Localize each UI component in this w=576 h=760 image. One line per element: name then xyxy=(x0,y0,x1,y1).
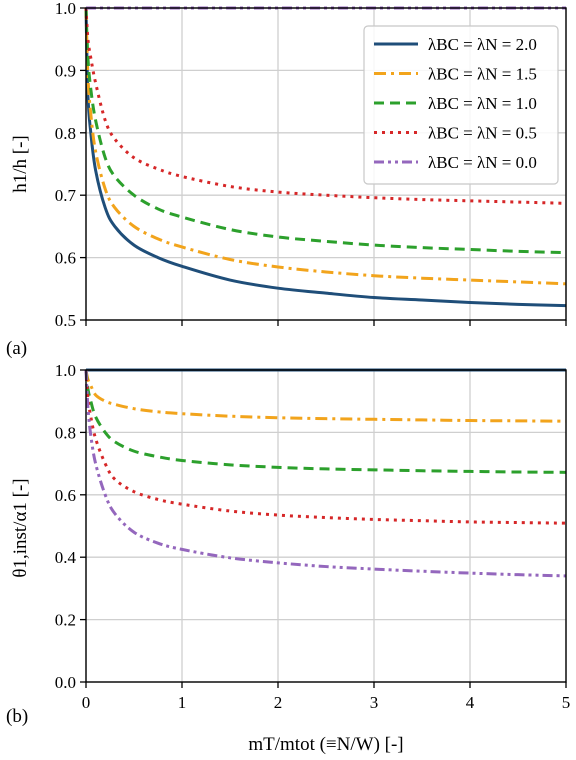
panel-b-series-lambda-1-5 xyxy=(84,369,567,423)
panel-a-ticks: 0.5 0.6 0.7 0.8 0.9 1.0 xyxy=(55,0,567,330)
legend-label-lambda-2-0: λBC = λN = 2.0 xyxy=(428,35,537,54)
legend-frame xyxy=(363,25,559,185)
panel-a-series-lambda-2-0 xyxy=(84,7,567,308)
panel-b-y-tick-label: 0.0 xyxy=(55,673,76,692)
panel-b-y-tick-label: 0.2 xyxy=(55,611,76,630)
panel-b-x-tick-label: 5 xyxy=(562,693,571,712)
panel-b-series-lambda-0-5 xyxy=(84,369,567,525)
panel-a-y-tick-label: 0.7 xyxy=(55,186,77,205)
panel-b-plot: 0 1 2 3 4 50.00.20.40.60.81.0 θ1,inst/α1 [-] … xyxy=(6,361,570,755)
panel-a-series-lambda-1-5 xyxy=(84,7,567,286)
panel-b-x-tick-label: 4 xyxy=(466,693,475,712)
panel-a-y-axis-label: h1/h [-] xyxy=(10,135,31,193)
legend: λBC = λN = 2.0 λBC = λN = 1.5 λBC = λN = 1… xyxy=(363,25,559,185)
panel-a-tag: (a) xyxy=(6,338,27,359)
panel-b-y-axis-label: θ1,inst/α1 [-] xyxy=(10,478,31,577)
panel-b-x-tick-label: 1 xyxy=(178,693,187,712)
panel-b-y-tick-label: 0.6 xyxy=(55,486,76,505)
panel-b-grid xyxy=(85,369,567,683)
panel-b-y-tick-label: 0.4 xyxy=(55,548,77,567)
legend-label-lambda-0-0: λBC = λN = 0.0 xyxy=(428,153,537,172)
panel-a-y-tick-label: 0.9 xyxy=(55,61,76,80)
panel-b-series-lambda-1-0 xyxy=(84,369,567,474)
panel-b-series xyxy=(84,368,567,578)
panel-a-y-tick-label: 0.6 xyxy=(55,249,76,268)
panel-a-y-tick-label: 1.0 xyxy=(55,0,76,18)
panel-a-y-tick-label: 0.8 xyxy=(55,124,76,143)
panel-b-y-tick-label: 0.8 xyxy=(55,423,76,442)
panel-b-y-tick-label: 1.0 xyxy=(55,361,76,380)
panel-b-x-axis-label: mT/mtot (≡N/W) [-] xyxy=(248,734,403,755)
panel-b-series-lambda-0-0 xyxy=(84,369,567,578)
panel-b-x-tick-label: 2 xyxy=(274,693,283,712)
panel-a-y-tick-label: 0.5 xyxy=(55,311,76,330)
legend-label-lambda-0-5: λBC = λN = 0.5 xyxy=(428,124,537,143)
panel-a-plot: 0.5 0.6 0.7 0.8 0.9 1.0 h1/h [-] (a) λBC = λN… xyxy=(6,0,567,359)
panel-b-x-tick-label: 3 xyxy=(370,693,379,712)
legend-label-lambda-1-0: λBC = λN = 1.0 xyxy=(428,94,537,113)
panel-b-ticks: 0 1 2 3 4 5 0.0 0.2 0.4 0.6 0.8 1.0 xyxy=(55,361,571,712)
panel-a-frame xyxy=(85,7,567,321)
panel-b-x-tick-label: 0 xyxy=(82,693,91,712)
legend-label-lambda-1-5: λBC = λN = 1.5 xyxy=(428,65,537,84)
panel-a-series-lambda-1-0 xyxy=(84,7,567,255)
panel-b-tag: (b) xyxy=(6,706,28,727)
panel-b-frame xyxy=(85,369,567,683)
